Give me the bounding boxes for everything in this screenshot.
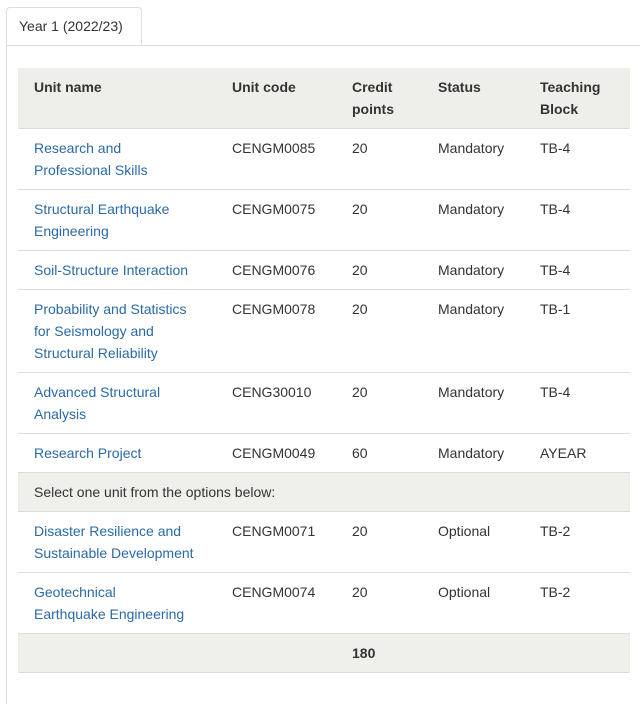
unit-link[interactable]: Geotechnical Earthquake Engineering <box>34 584 185 622</box>
unit-row: Geotechnical Earthquake Engineering CENGM… <box>18 572 630 634</box>
column-header: Teaching Block <box>524 68 630 129</box>
column-header: Status <box>422 68 524 129</box>
unit-code: CENGM0075 <box>216 189 336 251</box>
unit-code: CENG30010 <box>216 372 336 434</box>
credit-points: 20 <box>336 372 422 434</box>
status: Mandatory <box>422 372 524 434</box>
units-table: Unit name Unit code Credit points Status Tea… <box>18 68 630 673</box>
credit-points: 20 <box>336 511 422 573</box>
total-spacer <box>422 633 630 673</box>
status: Mandatory <box>422 250 524 290</box>
panel-border <box>6 45 7 704</box>
total-spacer <box>18 633 336 673</box>
teaching-block: TB-2 <box>524 511 630 573</box>
unit-link[interactable]: Structural Earthquake Engineering <box>34 201 170 239</box>
status: Optional <box>422 511 524 573</box>
year-tab[interactable]: Year 1 (2022/23) <box>6 7 142 45</box>
unit-link[interactable]: Probability and Statistics for Seismolog… <box>34 301 187 361</box>
teaching-block: TB-4 <box>524 128 630 190</box>
unit-row: Disaster Resilience and Sustainable Deve… <box>18 511 630 573</box>
status: Mandatory <box>422 189 524 251</box>
unit-link[interactable]: Disaster Resilience and Sustainable Deve… <box>34 523 194 561</box>
teaching-block: TB-4 <box>524 250 630 290</box>
column-header: Credit points <box>336 68 422 129</box>
unit-link[interactable]: Advanced Structural Analysis <box>34 384 161 422</box>
teaching-block: TB-1 <box>524 289 630 373</box>
unit-name-cell: Research Project <box>18 433 216 473</box>
column-header: Unit name <box>18 68 216 129</box>
unit-code: CENGM0049 <box>216 433 336 473</box>
unit-row: Structural Earthquake Engineering CENGM00… <box>18 189 630 251</box>
panel-border <box>6 45 640 46</box>
header-row: Unit name Unit code Credit points Status Tea… <box>18 68 630 129</box>
unit-code: CENGM0074 <box>216 572 336 634</box>
status: Mandatory <box>422 433 524 473</box>
teaching-block: TB-4 <box>524 372 630 434</box>
teaching-block: TB-2 <box>524 572 630 634</box>
unit-code: CENGM0071 <box>216 511 336 573</box>
credit-points: 20 <box>336 128 422 190</box>
credit-points: 20 <box>336 189 422 251</box>
unit-name-cell: Probability and Statistics for Seismolog… <box>18 289 216 373</box>
unit-code: CENGM0078 <box>216 289 336 373</box>
credit-points: 20 <box>336 289 422 373</box>
unit-code: CENGM0085 <box>216 128 336 190</box>
total-credits: 180 <box>336 633 422 673</box>
unit-name-cell: Advanced Structural Analysis <box>18 372 216 434</box>
unit-link[interactable]: Research and Professional Skills <box>34 140 148 178</box>
teaching-block: AYEAR <box>524 433 630 473</box>
unit-row: Advanced Structural Analysis CENG30010 20 M… <box>18 372 630 434</box>
unit-row: Research Project CENGM0049 60 Mandatory AYEA… <box>18 433 630 473</box>
unit-code: CENGM0076 <box>216 250 336 290</box>
credit-points: 60 <box>336 433 422 473</box>
total-row: 180 <box>18 633 630 673</box>
section-note: Select one unit from the options below: <box>18 472 630 512</box>
status: Optional <box>422 572 524 634</box>
unit-link[interactable]: Soil-Structure Interaction <box>34 262 189 278</box>
status: Mandatory <box>422 289 524 373</box>
status: Mandatory <box>422 128 524 190</box>
section-row: Select one unit from the options below: <box>18 472 630 512</box>
teaching-block: TB-4 <box>524 189 630 251</box>
table-body: Research and Professional Skills CENGM008… <box>18 128 630 673</box>
credit-points: 20 <box>336 572 422 634</box>
credit-points: 20 <box>336 250 422 290</box>
unit-row: Probability and Statistics for Seismolog… <box>18 289 630 373</box>
unit-name-cell: Structural Earthquake Engineering <box>18 189 216 251</box>
unit-name-cell: Research and Professional Skills <box>18 128 216 190</box>
unit-link[interactable]: Research Project <box>34 445 142 461</box>
unit-name-cell: Disaster Resilience and Sustainable Deve… <box>18 511 216 573</box>
unit-name-cell: Soil-Structure Interaction <box>18 250 216 290</box>
unit-row: Soil-Structure Interaction CENGM0076 20 Man… <box>18 250 630 290</box>
unit-row: Research and Professional Skills CENGM008… <box>18 128 630 190</box>
unit-name-cell: Geotechnical Earthquake Engineering <box>18 572 216 634</box>
column-header: Unit code <box>216 68 336 129</box>
